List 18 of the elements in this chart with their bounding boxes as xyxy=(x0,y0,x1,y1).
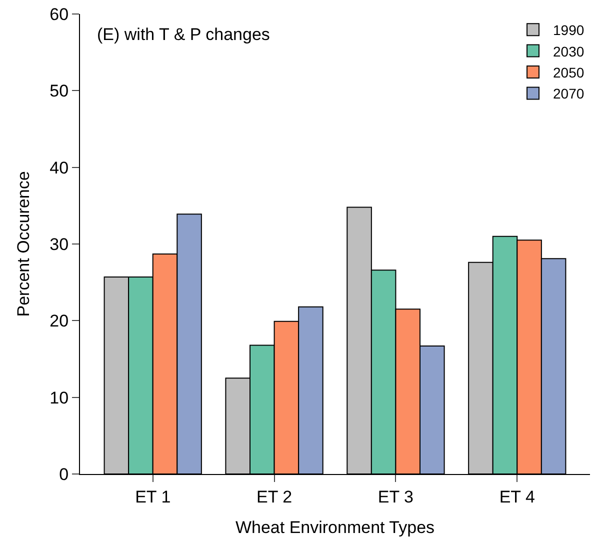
y-tick-label: 20 xyxy=(50,312,69,331)
legend-label: 1990 xyxy=(553,22,584,38)
x-tick-label: ET 1 xyxy=(135,487,171,506)
y-tick-label: 50 xyxy=(50,82,69,101)
y-tick-label: 60 xyxy=(50,4,69,24)
text: (E) with T & P changes xyxy=(97,25,270,44)
y-tick-label: 10 xyxy=(50,388,69,408)
y-tick-label: 40 xyxy=(50,158,69,178)
x-tick-label: ET 3 xyxy=(378,487,414,506)
legend-label: 2050 xyxy=(553,64,584,80)
y-tick-label: 0 xyxy=(59,464,69,484)
y-tick-label: 30 xyxy=(50,234,69,254)
legend-label: 2070 xyxy=(553,86,584,102)
legend-label: 2030 xyxy=(553,43,584,60)
x-tick-label: ET 4 xyxy=(499,487,535,506)
x-tick-label: ET 2 xyxy=(256,487,292,506)
x-axis-title: Wheat Environment Types xyxy=(235,518,435,537)
y-axis-title: Percent Occurence xyxy=(14,171,34,317)
